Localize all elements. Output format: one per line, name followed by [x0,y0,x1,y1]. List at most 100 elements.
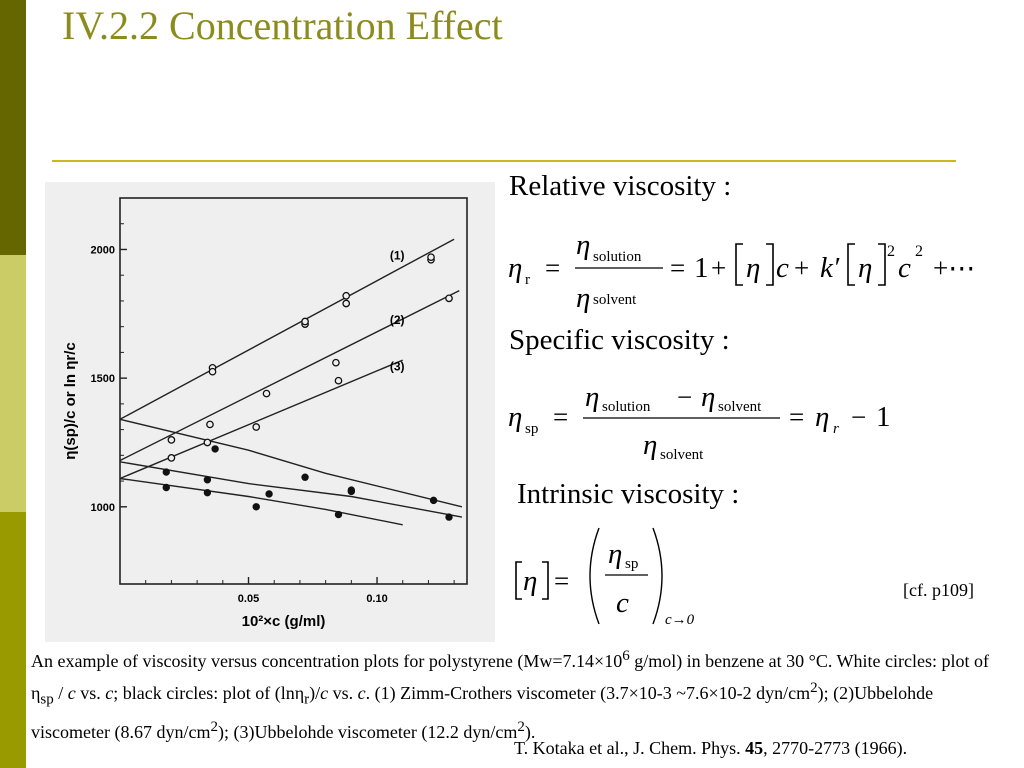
filled-point [334,510,343,519]
eq-limit-sub: c→0 [665,612,695,628]
eq-c: c [776,252,789,284]
series-line [119,289,460,462]
eq-minus: − [677,382,692,412]
open-point [427,253,435,262]
eq-sub-r: r [833,421,839,437]
bracket-left [515,561,522,600]
series-line [119,238,455,420]
accent-bar-mid [0,512,26,768]
bracket-right [542,561,549,600]
open-point [206,420,214,429]
eq-sub-solvent: solvent [593,292,637,308]
y-tick-label: 2000 [91,244,115,256]
open-point [301,317,309,326]
specific-viscosity-equation: η sp = η solution − η solvent η solvent … [505,376,925,471]
eq-eta: η [608,538,622,570]
filled-point [429,496,438,505]
series-line [119,477,403,526]
relative-viscosity-equation: η r = η solution η solvent = 1 + η c + k… [505,222,1005,323]
bracket-left [735,243,743,286]
eq-square: 2 [915,243,923,260]
eq-ellipsis: +⋯ [933,253,975,283]
eq-equals: = [789,402,804,432]
x-tick-label: 0.05 [238,593,259,605]
bracket-right [878,243,886,286]
eq-plus: + [711,253,726,283]
eq-sub-r: r [525,272,530,288]
filled-point [162,468,170,476]
cross-reference: [cf. p109] [903,580,974,600]
eq-eta: η [815,401,829,433]
open-point [342,299,351,308]
relative-viscosity-label: Relative viscosity : [509,170,732,202]
y-tick-label: 1500 [91,373,115,385]
eq-equals: = [554,566,569,596]
filled-point [162,483,170,492]
curve-label: (2) [390,313,405,327]
intrinsic-viscosity-equation: η = η sp c c→0 [509,524,729,639]
open-point [334,376,343,385]
filled-point [347,487,356,496]
eq-eta: η [523,565,537,597]
filled-point [252,503,260,511]
eq-eta: η [643,429,657,461]
eq-eta: η [701,381,715,413]
eq-eta: η [858,252,872,284]
filled-point [445,513,453,521]
eq-eta: η [576,229,590,261]
bracket-left [847,243,855,286]
eq-one: 1 [876,401,891,433]
curve-label: (3) [390,359,405,373]
specific-viscosity-label: Specific viscosity : [509,324,730,356]
eq-sub-solution: solution [593,249,642,265]
series-line [119,461,463,518]
open-point [203,438,212,447]
eq-eta: η [508,401,522,433]
eq-c: c [898,252,911,284]
open-point [167,436,176,444]
open-point [208,367,217,376]
eq-eta: η [585,381,599,413]
eq-equals: = [545,253,560,283]
eq-sub-solution: solution [602,399,651,415]
y-tick-label: 1000 [91,502,115,514]
open-point [262,389,271,398]
filled-point [211,445,219,453]
filled-point [203,476,212,484]
eq-equals: = [553,402,568,432]
accent-bar-light [0,255,26,512]
eq-c: c [616,587,629,619]
bracket-right [766,243,774,286]
viscosity-figure: 1000 1500 2000 0.05 0.10 10²×c (g/ml) η(sp)/c … [45,182,495,642]
filled-point [301,473,309,481]
series-line [119,418,463,508]
eq-eta: η [508,252,522,284]
eq-k-prime: k′ [820,252,840,284]
accent-bar-dark [0,0,26,255]
eq-sub-solvent: solvent [660,447,704,463]
eq-minus: − [851,402,866,432]
x-axis-label: 10²×c (g/ml) [242,613,326,630]
eq-one: 1 [694,252,709,284]
paren-left [589,527,600,625]
intrinsic-viscosity-label: Intrinsic viscosity : [517,478,740,510]
eq-eta: η [746,252,760,284]
x-tick-label: 0.10 [366,593,387,605]
eq-sub-sp: sp [525,421,538,437]
filled-point [265,490,273,498]
eq-equals: = [670,253,685,283]
eq-square: 2 [887,243,895,260]
chart-frame [119,197,468,585]
open-point [445,294,453,303]
title-divider [52,160,956,162]
eq-sub-solvent: solvent [718,399,762,415]
open-point [332,358,340,367]
open-point [252,423,261,431]
curve-label: (1) [390,249,405,263]
paren-right [652,527,663,625]
filled-point [203,488,212,497]
eq-sub-sp: sp [625,556,638,572]
citation: T. Kotaka et al., J. Chem. Phys. 45, 277… [514,738,908,758]
eq-eta: η [576,282,590,314]
figure-caption: An example of viscosity versus concentra… [31,648,989,742]
